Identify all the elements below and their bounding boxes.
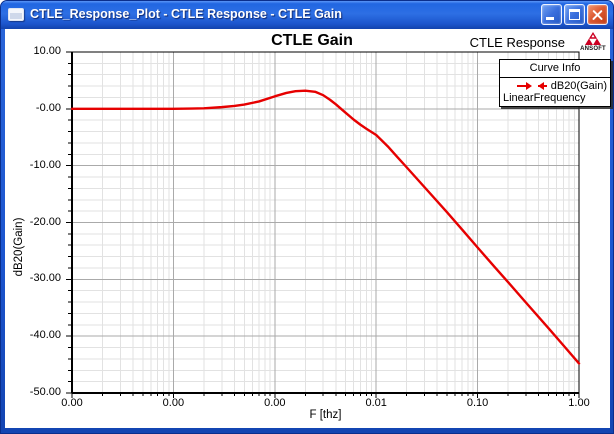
y-tick-label: -40.00 xyxy=(29,329,61,342)
brand-name: ANSOFT xyxy=(580,46,606,52)
y-axis-label: dB20(Gain) xyxy=(13,217,25,277)
y-tick-label: -30.00 xyxy=(29,272,61,285)
x-tick-label: 0.00 xyxy=(264,397,286,409)
y-tick-label: 10.00 xyxy=(33,45,61,57)
x-tick-label: 0.00 xyxy=(162,397,185,409)
ansoft-logo-icon xyxy=(585,32,601,45)
plot-canvas[interactable] xyxy=(56,46,596,401)
minimize-icon xyxy=(546,16,554,20)
minimize-button[interactable] xyxy=(541,3,562,25)
x-tick-label: 0.01 xyxy=(365,397,387,409)
window-icon xyxy=(8,7,24,21)
y-tick-label: -20.00 xyxy=(29,215,61,228)
y-tick-label: -0.00 xyxy=(35,101,61,114)
curve-info-legend[interactable]: Curve Info dB20(Gain) LinearFrequency xyxy=(499,59,611,107)
legend-series-label: dB20(Gain) xyxy=(550,80,607,92)
y-tick-label: -50.00 xyxy=(29,386,61,398)
maximize-icon xyxy=(569,8,580,20)
y-tick-label: -10.00 xyxy=(29,158,61,171)
x-axis-label: F [thz] xyxy=(309,409,342,421)
titlebar[interactable]: CTLE_Response_Plot - CTLE Response - CTL… xyxy=(1,1,613,29)
design-context-label: CTLE Response xyxy=(469,35,565,50)
plot-client-area: CTLE Gain CTLE Response ANSOFT 0.00 0.00 0… xyxy=(5,29,611,428)
x-tick-label: 1.00 xyxy=(568,397,590,409)
maximize-button[interactable] xyxy=(564,3,585,25)
x-tick-label: 0.10 xyxy=(466,397,489,409)
x-tick-label: 0.00 xyxy=(61,397,83,409)
plot-title: CTLE Gain xyxy=(271,32,353,49)
curve-marker-icon xyxy=(516,82,547,90)
legend-sweep-label: LinearFrequency xyxy=(503,92,586,104)
window-title: CTLE_Response_Plot - CTLE Response - CTL… xyxy=(30,7,342,21)
legend-header: Curve Info xyxy=(500,60,610,78)
close-button[interactable] xyxy=(587,3,608,25)
brand-logo: ANSOFT xyxy=(578,32,608,52)
